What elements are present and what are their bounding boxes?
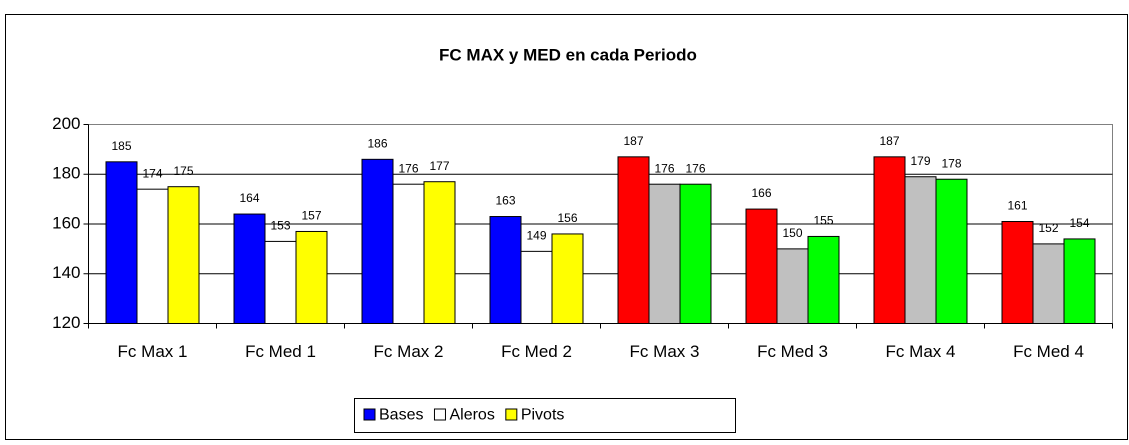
x-tick-label: Fc Med 4 (1013, 342, 1084, 361)
value-label: 156 (557, 211, 577, 225)
bar (904, 176, 937, 324)
value-label: 154 (1069, 216, 1089, 230)
bar (361, 158, 394, 324)
value-label: 163 (495, 194, 515, 208)
value-label: 187 (623, 134, 643, 148)
value-label: 152 (1038, 221, 1058, 235)
value-label: 176 (654, 161, 674, 175)
x-tick-label: Fc Med 2 (501, 342, 572, 361)
bar (807, 235, 840, 324)
bar (423, 181, 456, 324)
x-tick-label: Fc Max 2 (374, 342, 444, 361)
y-tick-label: 160 (52, 213, 80, 232)
bar (392, 183, 425, 324)
value-label: 178 (941, 156, 961, 170)
bar (648, 183, 681, 324)
bar (551, 233, 584, 324)
y-tick-label: 180 (52, 164, 80, 183)
value-label: 150 (782, 226, 802, 240)
value-label: 155 (813, 214, 833, 228)
legend-swatch (433, 408, 446, 421)
legend-label: Aleros (449, 407, 494, 424)
bar (520, 250, 553, 324)
y-tick-label: 120 (52, 313, 80, 332)
x-tick-label: Fc Max 1 (118, 342, 188, 361)
bar (295, 230, 328, 324)
bar (264, 240, 297, 325)
bar (776, 248, 809, 324)
bar (1001, 221, 1034, 324)
value-label: 164 (239, 191, 259, 205)
bar (679, 183, 712, 324)
value-label: 161 (1007, 199, 1027, 213)
bar (105, 161, 138, 324)
legend-swatch (363, 408, 376, 421)
value-label: 176 (685, 161, 705, 175)
bar (873, 156, 906, 324)
value-label: 176 (398, 161, 418, 175)
legend-swatch (505, 408, 518, 421)
x-tick-label: Fc Med 1 (245, 342, 316, 361)
value-label: 185 (111, 139, 131, 153)
legend-label: Bases (379, 407, 423, 424)
bar (935, 178, 968, 324)
value-label: 166 (751, 186, 771, 200)
value-label: 177 (429, 159, 449, 173)
value-label: 149 (526, 229, 546, 243)
bar (167, 186, 200, 324)
bar (233, 213, 266, 324)
legend-box (354, 398, 736, 433)
y-tick-label: 200 (52, 114, 80, 133)
legend-label: Pivots (521, 407, 565, 424)
value-label: 175 (173, 164, 193, 178)
bar (136, 188, 169, 324)
bar (617, 156, 650, 324)
bar (489, 216, 522, 325)
value-label: 153 (270, 219, 290, 233)
value-label: 174 (142, 166, 162, 180)
bar (1032, 243, 1065, 324)
x-tick-label: Fc Max 4 (886, 342, 956, 361)
value-label: 187 (879, 134, 899, 148)
chart-title: FC MAX y MED en cada Periodo (439, 45, 697, 64)
value-label: 157 (301, 209, 321, 223)
value-label: 186 (367, 136, 387, 150)
x-tick-label: Fc Med 3 (757, 342, 828, 361)
bar (1063, 238, 1096, 324)
value-label: 179 (910, 154, 930, 168)
y-tick-label: 140 (52, 263, 80, 282)
bar (745, 208, 778, 324)
x-tick-label: Fc Max 3 (630, 342, 700, 361)
